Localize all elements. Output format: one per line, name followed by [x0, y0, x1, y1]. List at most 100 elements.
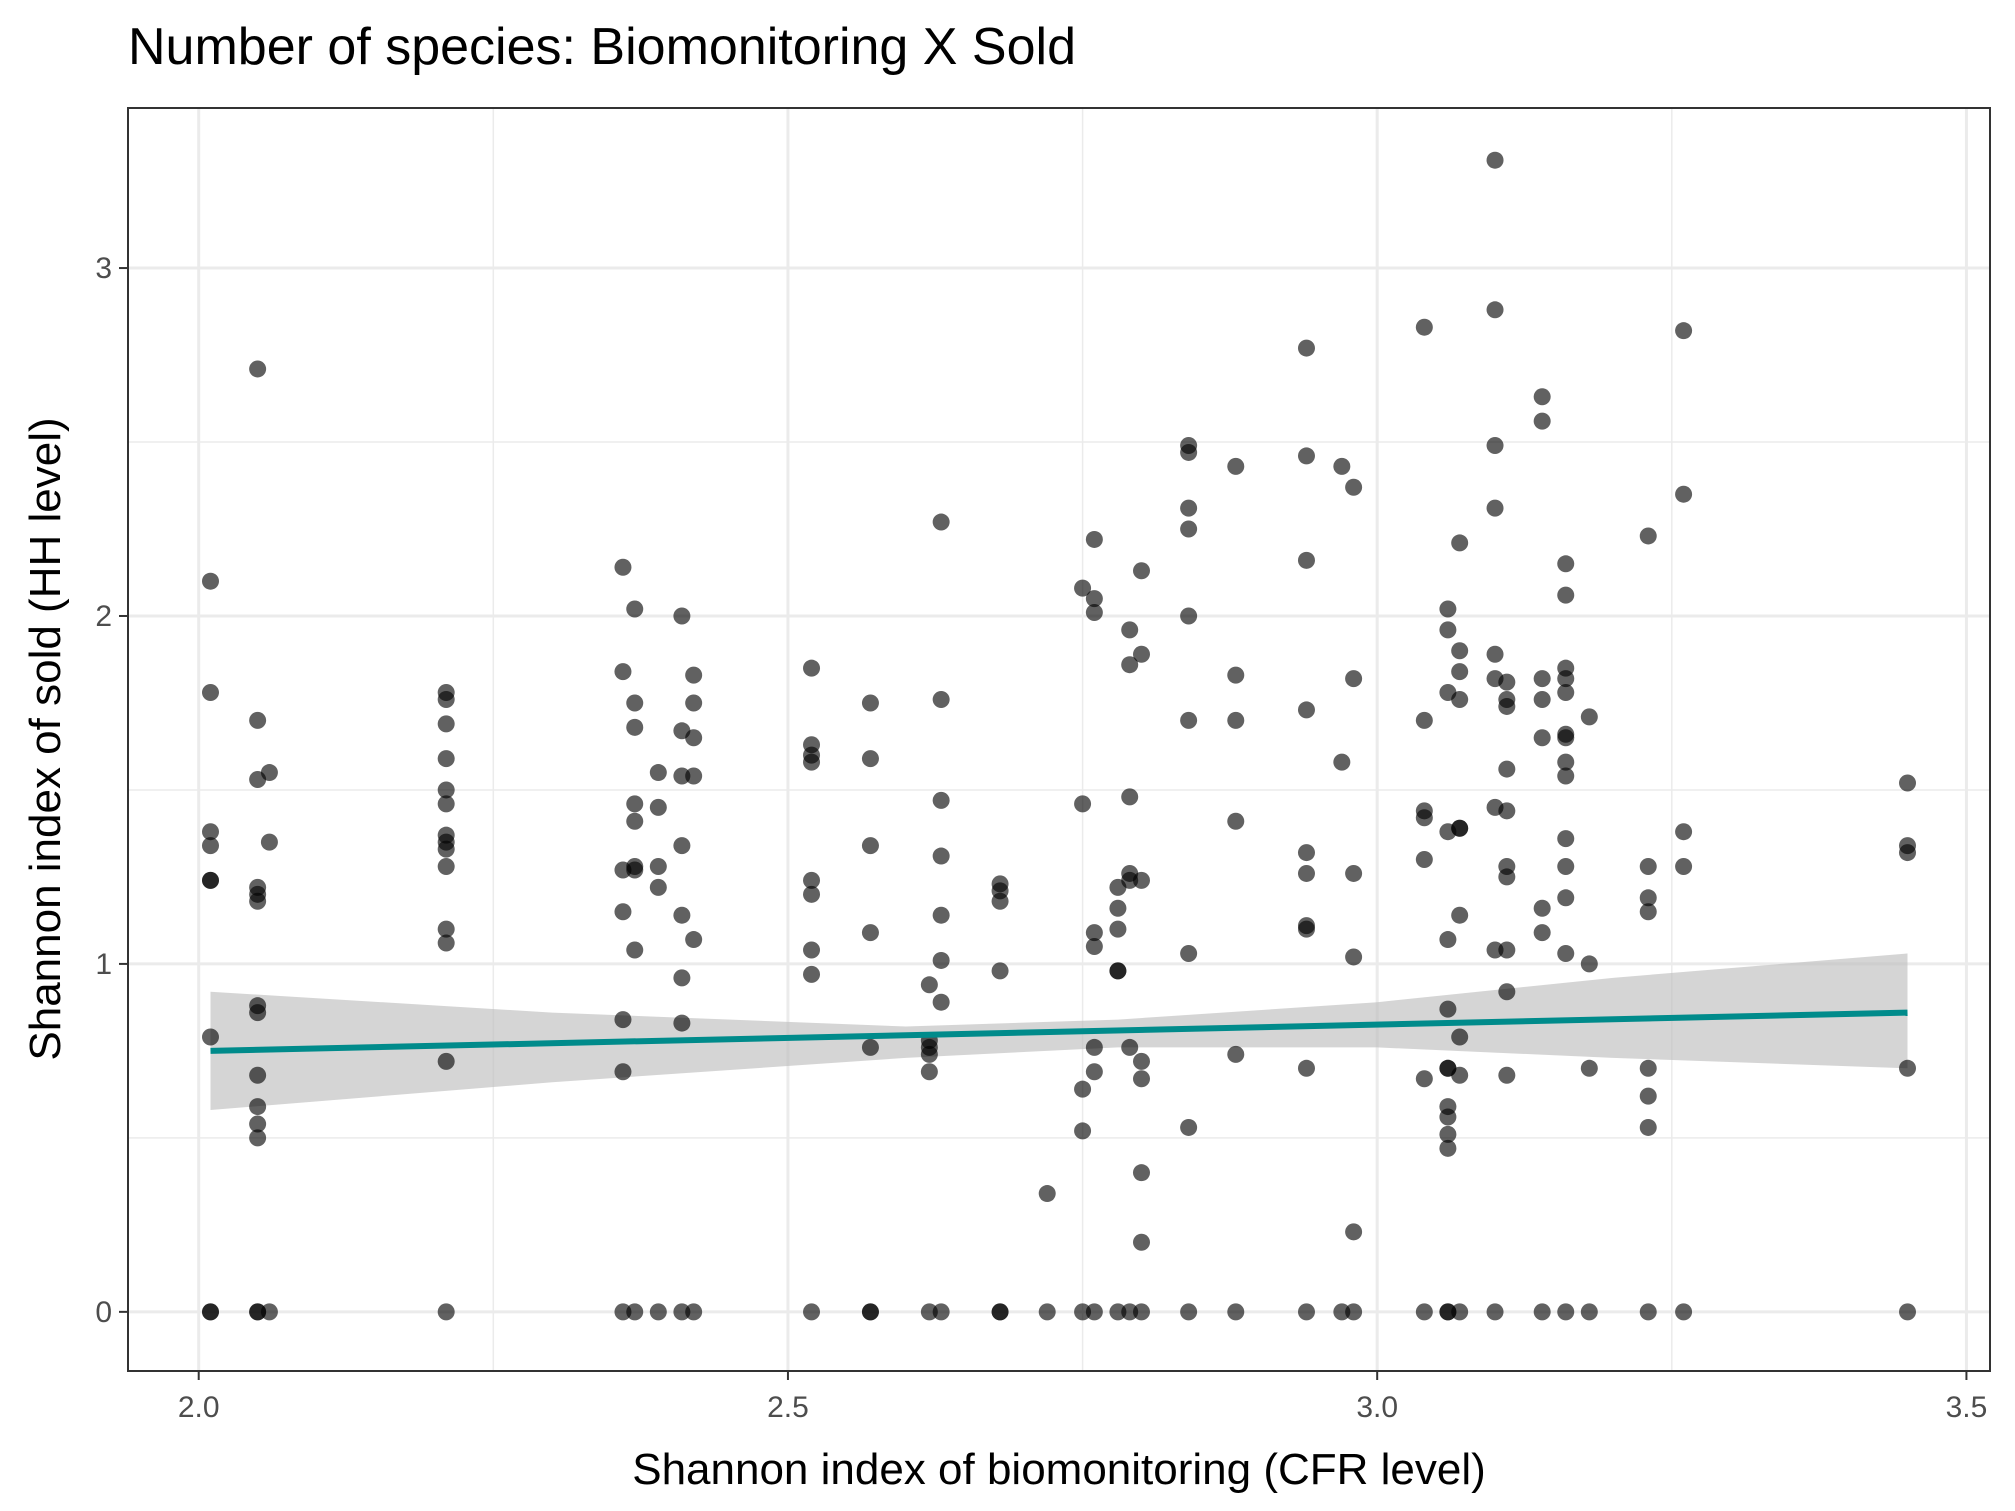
data-point	[1498, 941, 1516, 959]
data-point	[1180, 944, 1198, 962]
data-point	[1121, 1038, 1139, 1056]
data-point	[1486, 1303, 1504, 1321]
data-point	[649, 764, 667, 782]
data-point	[201, 1028, 219, 1046]
data-point	[1439, 931, 1457, 949]
data-point	[1297, 1303, 1315, 1321]
data-point	[861, 694, 879, 712]
y-axis-title: Shannon index of sold (HH level)	[21, 417, 70, 1060]
data-point	[1074, 795, 1092, 813]
data-point	[249, 1098, 267, 1116]
chart-title: Number of species: Biomonitoring X Sold	[128, 18, 1076, 76]
data-point	[1557, 944, 1575, 962]
data-point	[1486, 499, 1504, 517]
data-point	[614, 1063, 632, 1081]
data-point	[673, 1014, 691, 1032]
data-point	[1132, 562, 1150, 580]
data-point	[626, 600, 644, 618]
data-point	[1415, 809, 1433, 827]
data-point	[1074, 1303, 1092, 1321]
data-point	[673, 1303, 691, 1321]
data-point	[685, 767, 703, 785]
data-point	[1533, 690, 1551, 708]
data-point	[1533, 1303, 1551, 1321]
data-point	[1085, 938, 1103, 956]
data-point	[1899, 1059, 1917, 1077]
data-point	[932, 951, 950, 969]
data-point	[1121, 1303, 1139, 1321]
y-axis: 0 1 2 3	[95, 252, 128, 1329]
x-tick-label: 2.5	[767, 1391, 809, 1424]
data-point	[201, 837, 219, 855]
data-point	[249, 1066, 267, 1084]
data-point	[1345, 1223, 1363, 1241]
data-point	[201, 871, 219, 889]
data-point	[1085, 604, 1103, 622]
data-point	[1639, 857, 1657, 875]
data-point	[1297, 920, 1315, 938]
data-point	[1038, 1185, 1056, 1203]
data-point	[1557, 729, 1575, 747]
x-tick-label: 3.5	[1946, 1391, 1988, 1424]
data-point	[1533, 729, 1551, 747]
data-point	[1899, 1303, 1917, 1321]
data-point	[1557, 684, 1575, 702]
data-point	[1639, 527, 1657, 545]
x-axis: 2.0 2.5 3.0 3.5	[178, 1371, 1987, 1424]
data-point	[614, 1011, 632, 1029]
data-point	[1639, 903, 1657, 921]
data-point	[614, 903, 632, 921]
data-point	[201, 823, 219, 841]
data-point	[614, 861, 632, 879]
data-point	[861, 924, 879, 942]
data-point	[201, 1303, 219, 1321]
data-point	[803, 885, 821, 903]
data-point	[1297, 339, 1315, 357]
data-point	[260, 764, 278, 782]
data-point	[1297, 701, 1315, 719]
data-point	[1227, 711, 1245, 729]
data-point	[1451, 1028, 1469, 1046]
data-point	[437, 857, 455, 875]
data-point	[1451, 1066, 1469, 1084]
data-point	[649, 798, 667, 816]
data-point	[1451, 1303, 1469, 1321]
data-point	[1451, 690, 1469, 708]
data-point	[1109, 899, 1127, 917]
y-tick-label: 0	[95, 1296, 112, 1329]
data-point	[1533, 899, 1551, 917]
data-point	[437, 690, 455, 708]
data-point	[1899, 774, 1917, 792]
data-point	[1557, 1303, 1575, 1321]
data-point	[803, 965, 821, 983]
data-point	[1533, 924, 1551, 942]
points-layer	[201, 151, 1917, 1321]
data-point	[673, 969, 691, 987]
data-point	[1109, 1303, 1127, 1321]
data-point	[1580, 955, 1598, 973]
data-point	[991, 962, 1009, 980]
data-point	[1415, 318, 1433, 336]
data-point	[1180, 499, 1198, 517]
data-point	[1498, 1066, 1516, 1084]
data-point	[614, 1303, 632, 1321]
data-point	[803, 659, 821, 677]
data-point	[1109, 962, 1127, 980]
data-point	[1085, 1063, 1103, 1081]
data-point	[1085, 1038, 1103, 1056]
data-point	[649, 857, 667, 875]
data-point	[1227, 457, 1245, 475]
data-point	[673, 906, 691, 924]
data-point	[1132, 871, 1150, 889]
data-point	[803, 753, 821, 771]
data-point	[1675, 1303, 1693, 1321]
data-point	[1439, 1303, 1457, 1321]
data-point	[437, 715, 455, 733]
data-point	[614, 558, 632, 576]
data-point	[1557, 889, 1575, 907]
data-point	[249, 711, 267, 729]
data-point	[932, 993, 950, 1011]
data-point	[1580, 1303, 1598, 1321]
